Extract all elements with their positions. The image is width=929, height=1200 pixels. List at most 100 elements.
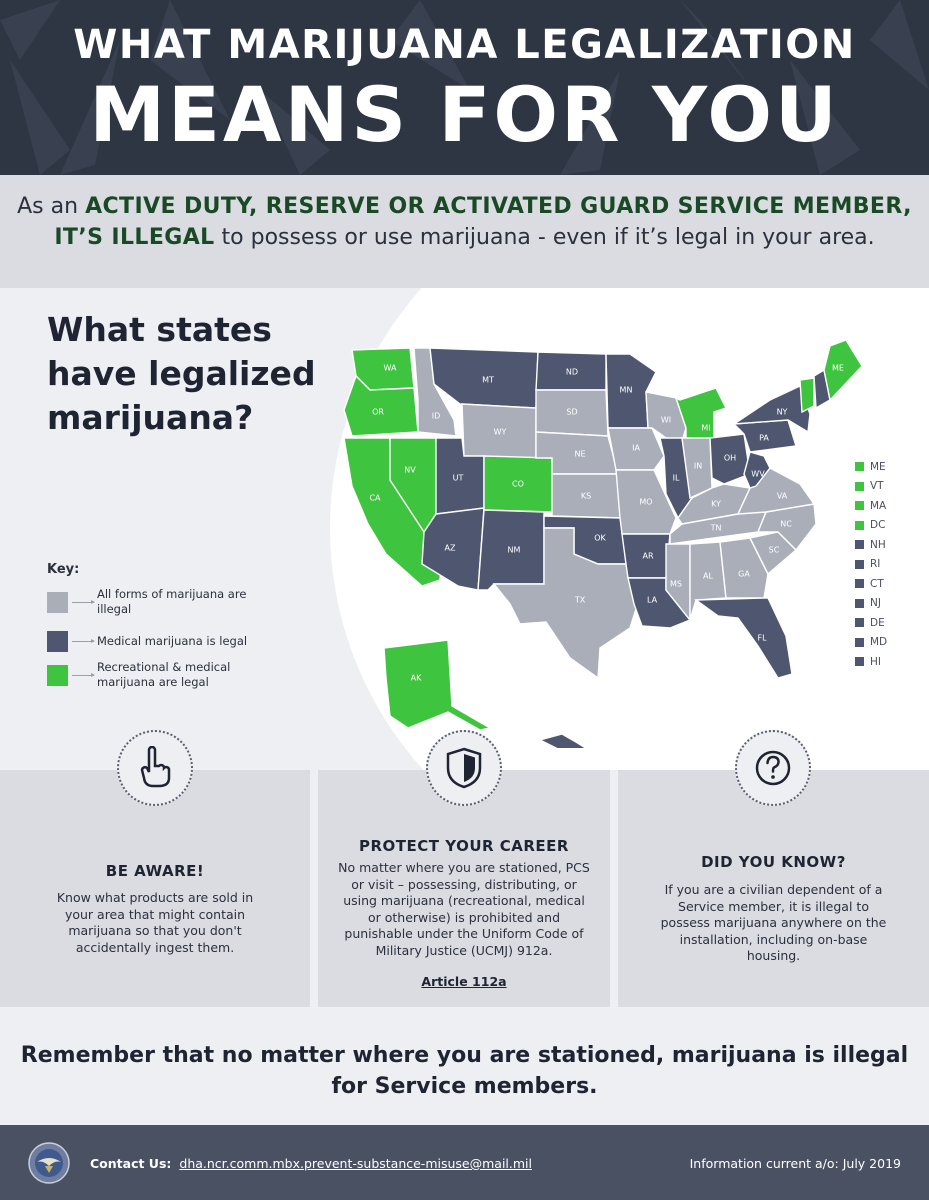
key-item-illegal: All forms of marijuana are illegal — [47, 587, 272, 617]
state-ny — [731, 385, 811, 434]
legend-swatch — [855, 462, 864, 472]
state-label-nv: NV — [404, 466, 416, 475]
key-swatch-illegal — [47, 591, 68, 613]
did-you-know-panel: DID YOU KNOW? If you are a civilian depe… — [618, 730, 929, 1007]
legend-label: HI — [870, 655, 881, 668]
legend-item-nj: NJ — [855, 594, 887, 614]
state-label-az: AZ — [445, 544, 456, 553]
state-fl — [693, 597, 793, 679]
state-label-nc: NC — [780, 520, 792, 529]
header-title-line1: WHAT MARIJUANA LEGALIZATION — [73, 22, 856, 68]
legend-label: MA — [870, 499, 887, 512]
key-item-medical: Medical marijuana is legal — [47, 631, 272, 652]
header-banner: WHAT MARIJUANA LEGALIZATION MEANS FOR YO… — [0, 0, 929, 175]
key-swatch-medical — [47, 631, 68, 652]
state-label-me: ME — [832, 364, 844, 373]
state-label-nd: ND — [566, 368, 578, 377]
key-label: All forms of marijuana are illegal — [97, 587, 247, 616]
info-current-date: Information current a/o: July 2019 — [689, 1156, 901, 1171]
state-me — [823, 339, 863, 402]
info-columns: BE AWARE! Know what products are sold in… — [0, 730, 929, 1007]
remember-statement: Remember that no matter where you are st… — [20, 1043, 909, 1099]
state-label-ky: KY — [711, 500, 721, 509]
state-label-ms: MS — [670, 580, 682, 589]
state-label-ia: IA — [632, 444, 640, 453]
state-label-al: AL — [703, 572, 713, 581]
legend-swatch — [855, 598, 864, 608]
legend-label: DC — [870, 519, 886, 532]
legend-swatch — [855, 618, 864, 628]
subhead-emphasis: ACTIVE DUTY, RESERVE OR ACTIVATED GUARD … — [54, 194, 912, 250]
state-label-ok: OK — [594, 534, 606, 543]
subhead-rest: to possess or use marijuana - even if it… — [214, 225, 875, 250]
key-swatch-recreational — [47, 664, 68, 686]
article-112a-link[interactable]: Article 112a — [421, 974, 507, 989]
contact-email-link[interactable]: dha.ncr.comm.mbx.prevent-substance-misus… — [179, 1156, 532, 1171]
state-label-ny: NY — [777, 408, 788, 417]
state-label-mt: MT — [482, 376, 494, 385]
legend-item-nh: NH — [855, 535, 887, 555]
key-item-recreational: Recreational & medical marijuana are leg… — [47, 660, 272, 690]
key-title: Key: — [47, 562, 80, 577]
did-you-know-title: DID YOU KNOW? — [701, 853, 846, 871]
protect-career-panel: PROTECT YOUR CAREER No matter where you … — [318, 730, 610, 1007]
state-label-mo: MO — [639, 498, 652, 507]
be-aware-panel: BE AWARE! Know what products are sold in… — [0, 730, 310, 1007]
us-map: WA OR CA NV ID MT WY UT AZ CO NM ND SD NE KS OK TX MN IA MO… — [343, 339, 863, 748]
state-label-mi: MI — [701, 424, 710, 433]
state-ia — [607, 427, 665, 471]
state-label-tx: TX — [574, 596, 586, 605]
state-label-ut: UT — [453, 474, 464, 483]
state-label-or: OR — [372, 408, 384, 417]
map-title: What states have legalized marijuana? — [47, 310, 316, 437]
state-label-sd: SD — [566, 408, 577, 417]
state-label-va: VA — [777, 492, 788, 501]
key-label: Recreational & medical marijuana are leg… — [97, 660, 231, 689]
legend-item-me: ME — [855, 457, 887, 477]
state-label-ga: GA — [738, 570, 750, 579]
contact-label: Contact Us: — [90, 1156, 172, 1171]
state-ak — [383, 639, 492, 731]
key-arrow-icon — [72, 639, 95, 643]
subhead-banner: As an ACTIVE DUTY, RESERVE OR ACTIVATED … — [0, 175, 929, 288]
state-oh — [709, 433, 751, 485]
did-you-know-text: If you are a civilian dependent of a Ser… — [660, 882, 887, 963]
state-label-il: IL — [673, 474, 680, 483]
legend-label: NJ — [870, 597, 881, 610]
state-label-ca: CA — [369, 494, 381, 503]
state-label-in: IN — [694, 462, 702, 471]
legend-item-hi: HI — [855, 652, 887, 672]
pointing-hand-icon — [117, 730, 193, 806]
shield-icon — [426, 730, 502, 806]
state-label-oh: OH — [724, 454, 736, 463]
legend-item-md: MD — [855, 633, 887, 653]
state-label-wy: WY — [494, 428, 507, 437]
state-label-id: ID — [432, 412, 441, 421]
key-arrow-icon — [72, 672, 95, 677]
state-label-ak: AK — [411, 674, 422, 683]
legend-swatch — [855, 540, 864, 550]
legend-swatch — [855, 520, 864, 530]
legend-label: CT — [870, 577, 884, 590]
state-hi — [538, 733, 587, 748]
protect-career-title: PROTECT YOUR CAREER — [359, 837, 569, 855]
contact-line: Contact Us: dha.ncr.comm.mbx.prevent-sub… — [90, 1156, 532, 1171]
legend-swatch — [855, 501, 864, 511]
legend-label: NH — [870, 538, 886, 551]
state-vt — [799, 377, 815, 414]
legend-label: ME — [870, 460, 886, 473]
state-label-wi: WI — [661, 416, 671, 425]
cannabis-leaf-background — [0, 0, 929, 175]
dod-seal-icon — [28, 1142, 70, 1184]
state-label-wa: WA — [384, 364, 397, 373]
state-label-ne: NE — [574, 450, 585, 459]
legend-swatch — [855, 637, 864, 647]
small-state-legend: ME VT MA DC NH RI CT NJ DE MD HI — [855, 457, 887, 672]
legend-item-de: DE — [855, 613, 887, 633]
header-title-line2: MEANS FOR YOU — [89, 70, 840, 159]
state-label-tn: TN — [710, 524, 722, 533]
subhead-intro: As an — [17, 194, 86, 219]
legend-item-ct: CT — [855, 574, 887, 594]
legend-label: DE — [870, 616, 885, 629]
subhead-text: As an ACTIVE DUTY, RESERVE OR ACTIVATED … — [0, 175, 929, 253]
